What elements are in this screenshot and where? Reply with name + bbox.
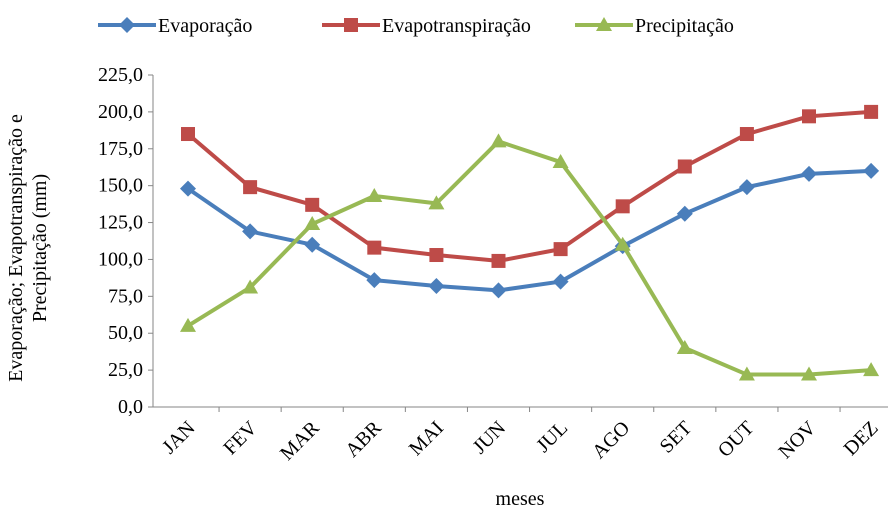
- marker: [801, 366, 817, 381]
- y-tick-label: 75,0: [108, 285, 143, 307]
- marker: [242, 279, 259, 294]
- legend-label: Precipitação: [635, 15, 734, 37]
- marker: [738, 366, 755, 381]
- x-tick-label: MAI: [405, 417, 448, 460]
- x-axis-title: meses: [496, 488, 545, 510]
- marker: [367, 240, 382, 255]
- series-line: [186, 139, 872, 377]
- marker: [863, 362, 880, 377]
- marker: [428, 195, 445, 210]
- marker: [490, 282, 507, 299]
- marker: [676, 339, 693, 354]
- x-tick-label: AGO: [588, 417, 634, 463]
- legend-label: Evaporação: [158, 15, 252, 37]
- y-tick-label: 125,0: [98, 212, 143, 234]
- y-tick-label: 150,0: [98, 175, 143, 197]
- y-tick-label: 100,0: [98, 248, 143, 270]
- x-tick-label: ABR: [341, 417, 386, 462]
- y-tick-label: 175,0: [98, 138, 143, 160]
- marker: [490, 133, 507, 148]
- x-tick-label: JAN: [158, 417, 199, 458]
- x-tick-label: DEZ: [840, 417, 883, 460]
- marker: [615, 199, 630, 214]
- marker: [676, 205, 693, 222]
- marker: [738, 179, 755, 196]
- marker: [677, 159, 692, 174]
- y-tick-label: 225,0: [98, 64, 143, 86]
- y-tick-label: 25,0: [108, 359, 143, 381]
- marker: [180, 317, 196, 332]
- series-line: [186, 109, 872, 263]
- y-axis-title-line: Evaporação; Evapotranspiração e: [5, 114, 27, 382]
- marker: [864, 104, 879, 119]
- marker: [304, 236, 321, 253]
- marker: [119, 17, 135, 33]
- marker: [491, 253, 506, 268]
- x-tick-label: MAR: [276, 417, 324, 465]
- x-tick-label: SET: [656, 417, 697, 458]
- marker: [801, 165, 817, 182]
- series-line: [186, 168, 872, 293]
- marker: [739, 127, 754, 142]
- marker: [304, 216, 321, 231]
- marker: [366, 272, 383, 289]
- marker: [305, 197, 320, 212]
- marker: [344, 18, 358, 32]
- y-tick-label: 200,0: [98, 101, 143, 123]
- x-tick-label: NOV: [774, 417, 821, 464]
- marker: [552, 154, 569, 169]
- marker: [243, 180, 258, 195]
- legend-label: Evapotranspiração: [382, 15, 531, 37]
- marker: [863, 162, 880, 179]
- x-tick-label: FEV: [219, 417, 262, 460]
- x-tick-label: JUL: [532, 417, 572, 457]
- marker: [553, 242, 568, 257]
- y-axis-title-line: Precipitação (mm): [29, 174, 51, 322]
- marker: [181, 127, 195, 142]
- marker: [596, 17, 612, 31]
- marker: [180, 180, 196, 197]
- x-tick-label: JUN: [469, 417, 510, 458]
- y-tick-label: 0,0: [118, 396, 143, 418]
- marker: [429, 248, 444, 263]
- marker: [366, 187, 383, 202]
- y-tick-label: 50,0: [108, 322, 143, 344]
- marker: [552, 273, 569, 290]
- marker: [802, 109, 816, 124]
- x-tick-label: OUT: [714, 417, 759, 462]
- marker: [614, 236, 631, 251]
- marker: [242, 223, 259, 240]
- y-axis-title: Evaporação; Evapotranspiração e Precipit…: [5, 114, 51, 382]
- marker: [428, 278, 445, 295]
